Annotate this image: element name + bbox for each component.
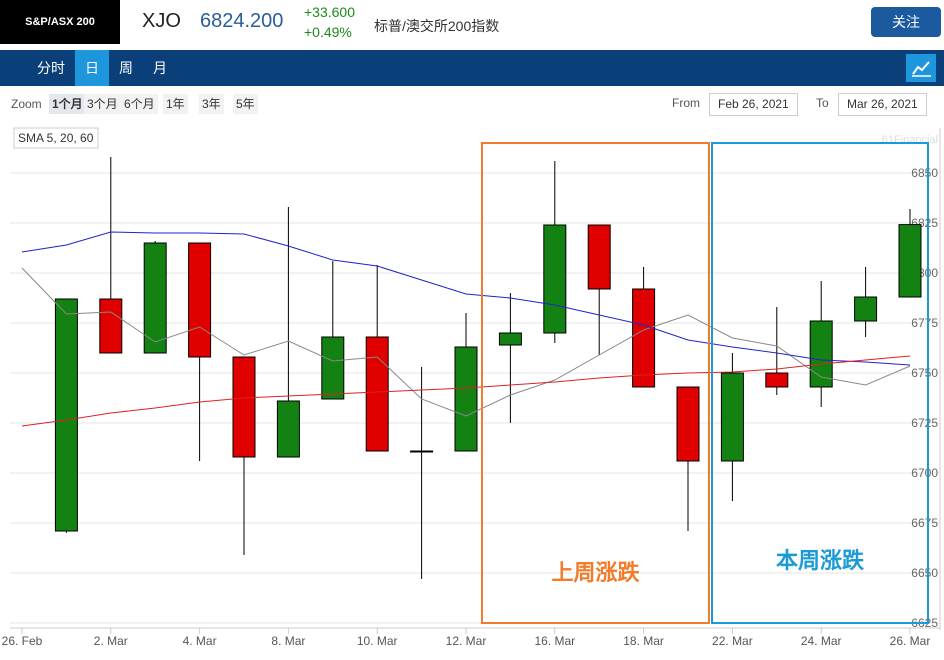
x-tick-label: 16. Mar bbox=[534, 634, 575, 648]
index-name: 标普/澳交所200指数 bbox=[374, 18, 500, 34]
follow-button[interactable]: 关注 bbox=[871, 7, 941, 37]
candle-body bbox=[321, 336, 345, 400]
annotation-box bbox=[481, 142, 710, 624]
y-tick-label: 6750 bbox=[911, 366, 938, 380]
candle-body bbox=[632, 288, 656, 388]
x-tick-label: 24. Mar bbox=[801, 634, 842, 648]
y-tick-label: 6775 bbox=[911, 316, 938, 330]
to-date[interactable]: Mar 26, 2021 bbox=[838, 93, 927, 116]
sma-line bbox=[21, 267, 911, 417]
y-tick-label: 6650 bbox=[911, 566, 938, 580]
tab[interactable]: 周 bbox=[119, 60, 133, 76]
x-tick-label: 26. Feb bbox=[2, 634, 43, 648]
annotation: 本周涨跌 bbox=[776, 548, 865, 573]
x-tick-label: 12. Mar bbox=[446, 634, 487, 648]
candle-body bbox=[54, 298, 78, 532]
candle-body bbox=[276, 400, 300, 458]
x-tick-label: 2. Mar bbox=[94, 634, 128, 648]
candle-body bbox=[410, 450, 434, 453]
change: +33.600 bbox=[304, 4, 355, 20]
change-pct: +0.49% bbox=[304, 24, 352, 40]
chart-type-button[interactable] bbox=[906, 54, 936, 82]
y-tick-label: 6675 bbox=[911, 516, 938, 530]
logo: S&P/ASX 200 bbox=[0, 0, 120, 44]
sma-line bbox=[21, 355, 911, 427]
candle-body bbox=[765, 372, 789, 388]
candle-body bbox=[188, 242, 212, 358]
y-tick-label: 6725 bbox=[911, 416, 938, 430]
y-tick-label: 6700 bbox=[911, 466, 938, 480]
y-tick-label: 6850 bbox=[911, 166, 938, 180]
candle-body bbox=[898, 224, 922, 298]
zoom-option[interactable]: 3年 bbox=[199, 94, 224, 114]
zoom-option[interactable]: 1个月 bbox=[49, 94, 86, 114]
x-tick-label: 26. Mar bbox=[890, 634, 931, 648]
trend-icon bbox=[912, 61, 931, 77]
zoom-option[interactable]: 3个月 bbox=[84, 94, 121, 114]
candle-body bbox=[99, 298, 123, 354]
candle-body bbox=[587, 224, 611, 290]
candle-body bbox=[676, 386, 700, 462]
x-tick-label: 18. Mar bbox=[623, 634, 664, 648]
tab[interactable]: 日 bbox=[75, 50, 109, 86]
x-tick-label: 10. Mar bbox=[357, 634, 398, 648]
x-tick-label: 8. Mar bbox=[271, 634, 305, 648]
symbol: XJO bbox=[142, 10, 181, 32]
candle-body bbox=[498, 332, 522, 346]
candle-body bbox=[720, 372, 744, 462]
legend: SMA 5, 20, 60 bbox=[18, 131, 94, 145]
sma-line bbox=[21, 231, 911, 366]
candle-body bbox=[454, 346, 478, 452]
zoom-option[interactable]: 5年 bbox=[233, 94, 258, 114]
candle-body bbox=[543, 224, 567, 334]
tab[interactable]: 月 bbox=[153, 60, 167, 76]
annotation-box bbox=[711, 142, 929, 624]
candle-body bbox=[854, 296, 878, 322]
to-label: To bbox=[816, 96, 829, 110]
candle-body bbox=[143, 242, 167, 354]
candle-body bbox=[809, 320, 833, 388]
from-label: From bbox=[672, 96, 700, 110]
x-tick-label: 22. Mar bbox=[712, 634, 753, 648]
nav-bar: 分时 日 周 月 bbox=[0, 50, 944, 86]
zoom-option[interactable]: 1年 bbox=[163, 94, 188, 114]
zoom-label: Zoom bbox=[11, 97, 42, 111]
legend-box bbox=[13, 127, 99, 149]
tab[interactable]: 分时 bbox=[37, 60, 65, 76]
x-tick-label: 4. Mar bbox=[183, 634, 217, 648]
zoom-option[interactable]: 6个月 bbox=[121, 94, 158, 114]
candle-body bbox=[232, 356, 256, 458]
annotation: 上周涨跌 bbox=[551, 560, 640, 585]
credit: 61Financial bbox=[882, 134, 938, 146]
from-date[interactable]: Feb 26, 2021 bbox=[709, 93, 798, 116]
price: 6824.200 bbox=[200, 10, 284, 32]
candle-body bbox=[365, 336, 389, 452]
